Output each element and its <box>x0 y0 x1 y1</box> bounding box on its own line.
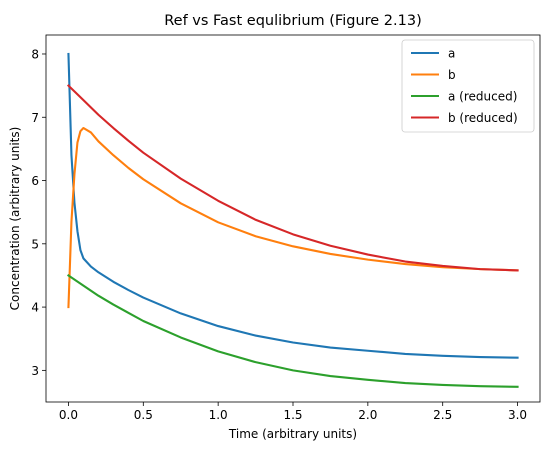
series-line-2 <box>66 273 519 388</box>
x-tick-label: 3.0 <box>508 408 527 422</box>
y-tick-label: 7 <box>31 111 39 125</box>
series-line-3 <box>66 84 519 272</box>
x-tick-label: 0.0 <box>59 408 78 422</box>
y-tick-label: 6 <box>31 174 39 188</box>
legend-label: b (reduced) <box>448 111 518 125</box>
x-tick-label: 2.0 <box>358 408 377 422</box>
series-line-1 <box>67 126 519 309</box>
legend-label: a <box>448 46 455 60</box>
legend: ab a (reduced) b (reduced) <box>401 39 535 133</box>
legend-box <box>401 39 535 133</box>
x-tick-label: 1.0 <box>209 408 228 422</box>
y-tick-label: 3 <box>31 364 39 378</box>
y-tick-label: 8 <box>31 47 39 61</box>
y-tick-label: 5 <box>31 237 39 251</box>
x-tick-label: 1.5 <box>283 408 302 422</box>
x-tick-label: 0.5 <box>134 408 153 422</box>
legend-label: b <box>448 68 456 82</box>
y-tick-label: 4 <box>31 301 39 315</box>
y-axis-label: Concentration (arbitrary units) <box>8 127 22 311</box>
series-line-0 <box>67 52 519 359</box>
x-tick-label: 2.5 <box>433 408 452 422</box>
x-axis-label: Time (arbitrary units) <box>228 427 357 441</box>
plot-frame <box>45 34 541 403</box>
legend-label: a (reduced) <box>448 89 517 103</box>
chart-title: Ref vs Fast equlibrium (Figure 2.13) <box>164 13 422 29</box>
